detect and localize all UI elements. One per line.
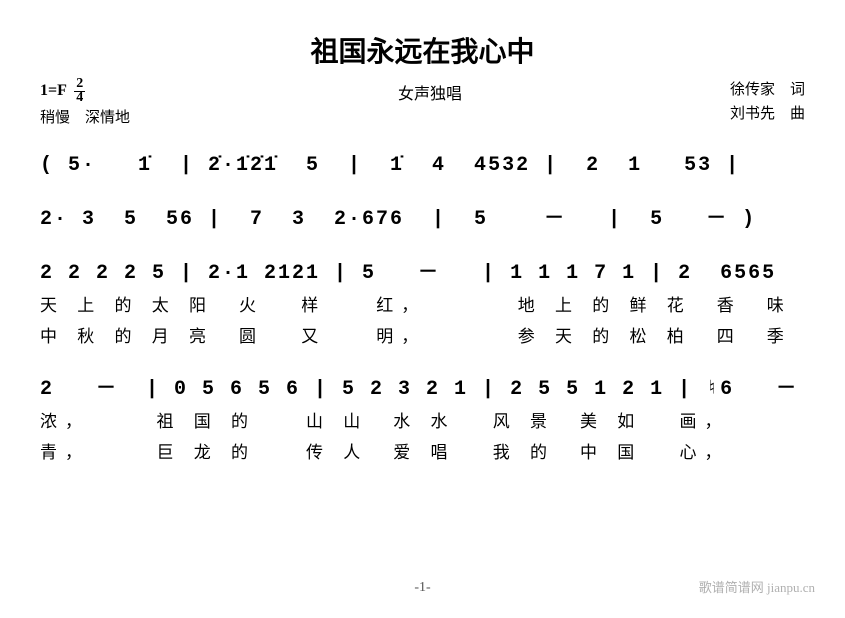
watermark: 歌谱简谱网 jianpu.cn [699, 577, 815, 596]
key-text: 1=F [40, 82, 66, 99]
time-signature: 2 4 [74, 78, 85, 104]
lyrics-line-4a: 浓， 祖 国 的 山 山 水 水 风 景 美 如 画， [40, 407, 805, 432]
time-sig-denominator: 4 [74, 92, 85, 105]
composer: 刘书先 曲 [730, 102, 805, 126]
header-row: 1=F 2 4 稍慢 深情地 女声独唱 徐传家 词 刘书先 曲 [40, 78, 805, 130]
lyrics-line-3a: 天 上 的 太 阳 火 样 红， 地 上 的 鲜 花 香 味 [40, 291, 805, 316]
key-signature: 1=F 2 4 [40, 78, 130, 104]
credits: 徐传家 词 刘书先 曲 [730, 78, 805, 126]
lyricist: 徐传家 词 [730, 78, 805, 102]
header-left: 1=F 2 4 稍慢 深情地 [40, 78, 130, 130]
notation-line-1: ( 5· 1̇ | 2̇·1̇2̇1̇ 5 | 1̇ 4 4532 | 2 1 … [40, 154, 805, 177]
page-number: -1- [414, 580, 430, 596]
lyrics-line-3b: 中 秋 的 月 亮 圆 又 明， 参 天 的 松 柏 四 季 [40, 322, 805, 347]
song-title: 祖国永远在我心中 [40, 30, 805, 70]
notation-line-4: 2 － | 0 5 6 5 6 | 5 2 3 2 1 | 2 5 5 1 2 … [40, 371, 805, 401]
notation-line-3: 2 2 2 2 5 | 2·1 2121 | 5 － | 1 1 1 7 1 |… [40, 255, 805, 285]
subtitle: 女声独唱 [130, 78, 730, 104]
notation-line-2: 2· 3 5 56 | 7 3 2·676 | 5 － | 5 － ) [40, 201, 805, 231]
lyrics-line-4b: 青， 巨 龙 的 传 人 爱 唱 我 的 中 国 心， [40, 438, 805, 463]
tempo-marking: 稍慢 深情地 [40, 106, 130, 130]
